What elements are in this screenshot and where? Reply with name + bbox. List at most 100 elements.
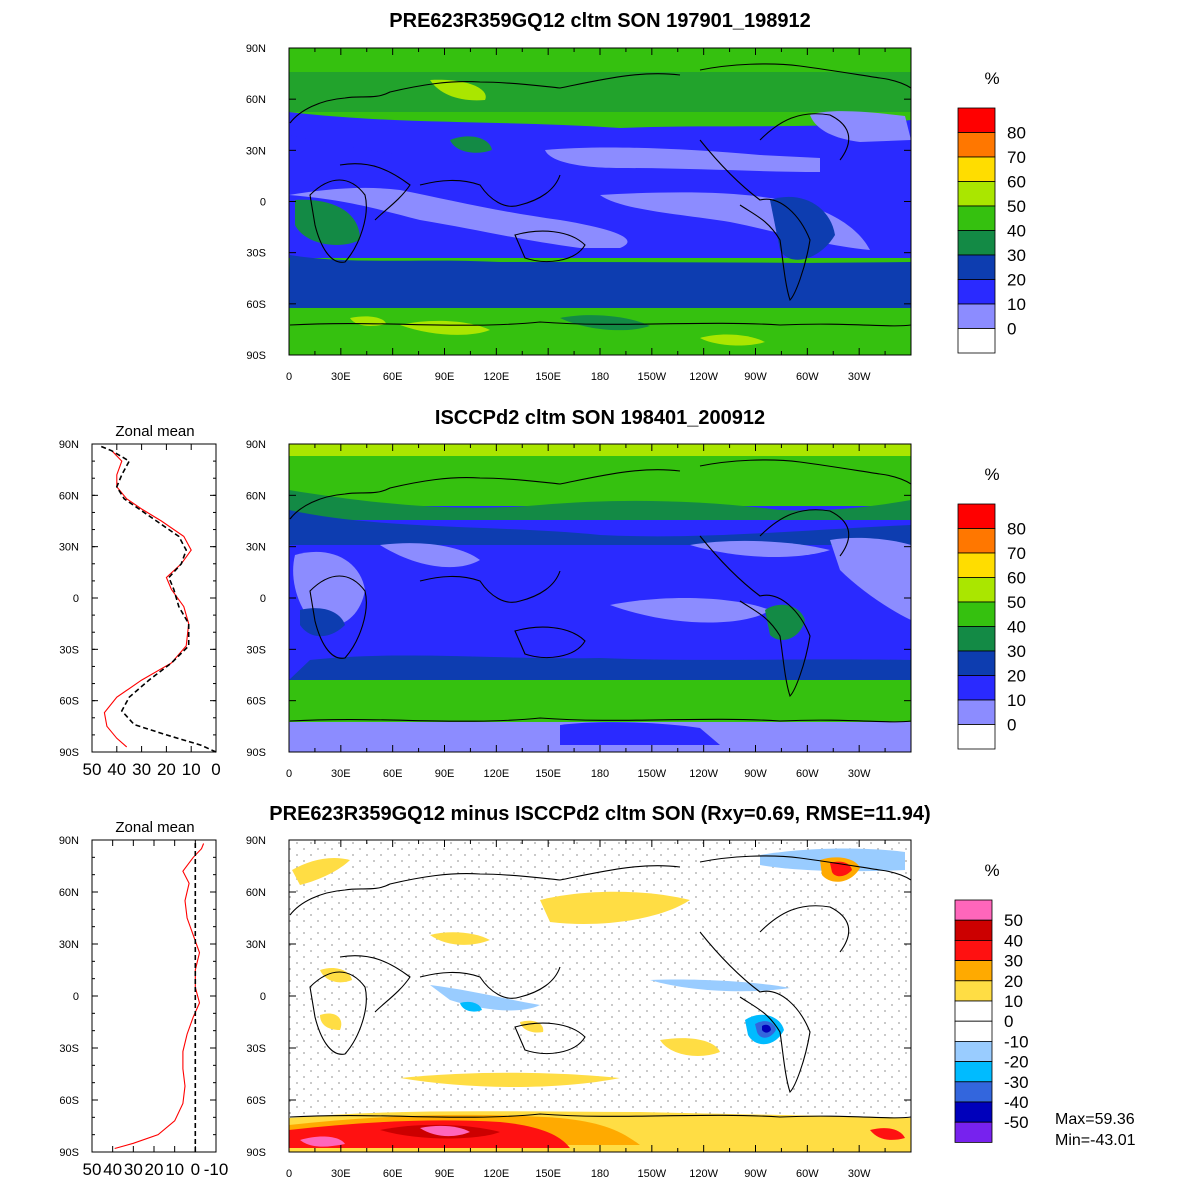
colorbar-swatch	[957, 650, 996, 676]
zonal-line-model	[114, 843, 205, 1150]
lon-tick-label: 150E	[535, 1168, 561, 1180]
zonal-lat-label: 90S	[59, 747, 79, 759]
colorbar-swatch	[957, 724, 996, 750]
colorbar-label: 60	[1007, 569, 1026, 588]
lat-tick-label: 30S	[246, 644, 266, 656]
zonal-lat-label: 30N	[59, 939, 79, 951]
colorbar-label: 30	[1007, 246, 1026, 265]
colorbar-label: 40	[1007, 222, 1026, 241]
colorbar-swatch	[954, 1041, 993, 1063]
colorbar-swatch	[957, 254, 996, 280]
lon-tick-label: 90E	[435, 371, 455, 383]
lon-tick-label: 0	[286, 1168, 292, 1180]
zonal-lat-label: 30S	[59, 644, 79, 656]
colorbar-label: 80	[1007, 520, 1026, 539]
zonal-lat-label: 0	[73, 991, 79, 1003]
lat-tick-label: 0	[260, 197, 266, 209]
lat-tick-label: 30S	[246, 248, 266, 260]
colorbar-swatch	[954, 1081, 993, 1103]
colorbar-swatch	[957, 230, 996, 256]
panel3-coastlines	[289, 855, 911, 1119]
panel3-map	[289, 840, 911, 1152]
panel1-axes: 0 30E 60E 90E 120E 150E 180 150W 120W 90W 60W 30W 90…	[246, 43, 911, 383]
lon-tick-label: 90W	[744, 1168, 767, 1180]
lat-tick-label: 30N	[246, 542, 266, 554]
max-label: Max=59.36	[1055, 1111, 1135, 1128]
lat-tick-label: 90N	[246, 43, 266, 55]
panel3-axes: 0 30E 60E 90E 120E 150E 180 150W 120W 90W 60W 30W 90…	[246, 835, 911, 1180]
lon-tick-label: 60E	[383, 768, 403, 780]
lon-tick-label: 150W	[637, 371, 666, 383]
lon-tick-label: 30W	[848, 1168, 871, 1180]
lon-tick-label: 30W	[848, 768, 871, 780]
colorbar-swatch	[957, 279, 996, 305]
zonal1-axes: 90N 60N 30N 0 30S 60S 90S 50 40 30 20 10 0	[59, 439, 221, 779]
colorbar-label: 0	[1007, 320, 1016, 339]
colorbar-swatch	[957, 577, 996, 603]
colorbar-swatch	[957, 552, 996, 578]
colorbar-label: -40	[1004, 1093, 1029, 1112]
colorbar-swatch	[954, 1121, 993, 1143]
colorbar-swatch	[957, 503, 996, 529]
lat-tick-label: 60S	[246, 299, 266, 311]
lat-tick-label: 90N	[246, 835, 266, 847]
lon-tick-label: 120W	[689, 371, 718, 383]
zonal-x-label: 30	[132, 760, 151, 779]
colorbar-label: 40	[1007, 618, 1026, 637]
lat-tick-label: 60N	[246, 887, 266, 899]
lat-tick-label: 0	[260, 593, 266, 605]
lat-tick-label: 60S	[246, 696, 266, 708]
zonal1-title: Zonal mean	[115, 423, 194, 440]
colorbar-label: 20	[1004, 972, 1023, 991]
zonal-lat-label: 60S	[59, 1095, 79, 1107]
colorbar-swatch	[957, 107, 996, 133]
colorbar-swatch	[957, 303, 996, 329]
panel2-axes: 0 30E 60E 90E 120E 150E 180 150W 120W 90W 60W 30W 90…	[246, 439, 911, 780]
zonal-lat-label: 60N	[59, 490, 79, 502]
zonal-x-label: 20	[157, 760, 176, 779]
zonal-lat-label: 30N	[59, 542, 79, 554]
zonal-x-label: 40	[103, 1160, 122, 1179]
lat-tick-label: 90S	[246, 350, 266, 362]
lon-tick-label: 30E	[331, 768, 351, 780]
colorbar-swatch	[954, 1000, 993, 1022]
zonal-x-label: 50	[83, 1160, 102, 1179]
colorbar-swatch	[954, 1061, 993, 1083]
panel1-coastlines	[289, 63, 911, 327]
colorbar-swatch	[957, 675, 996, 701]
lon-tick-label: 0	[286, 371, 292, 383]
zonal-lat-label: 90N	[59, 835, 79, 847]
colorbar-label: 0	[1007, 716, 1016, 735]
zonal-lat-label: 60N	[59, 887, 79, 899]
lon-tick-label: 150E	[535, 371, 561, 383]
panel2-map	[289, 444, 911, 752]
colorbar-swatch	[957, 699, 996, 725]
colorbar-swatch	[954, 899, 993, 921]
zonal-lat-label: 30S	[59, 1043, 79, 1055]
lon-tick-label: 0	[286, 768, 292, 780]
colorbar-swatch	[957, 328, 996, 354]
zonal-line-obs	[99, 444, 217, 753]
lon-tick-label: 60W	[796, 1168, 819, 1180]
lon-tick-label: 90W	[744, 371, 767, 383]
lon-tick-label: 150W	[637, 768, 666, 780]
colorbar-swatch	[954, 980, 993, 1002]
lon-tick-label: 30W	[848, 371, 871, 383]
lon-tick-label: 90E	[435, 1168, 455, 1180]
lat-tick-label: 90N	[246, 439, 266, 451]
lon-tick-label: 120E	[483, 768, 509, 780]
panel1-title: PRE623R359GQ12 cltm SON 197901_198912	[389, 10, 810, 32]
colorbar-label: 50	[1007, 197, 1026, 216]
lon-tick-label: 180	[591, 1168, 609, 1180]
colorbar-label: 10	[1004, 992, 1023, 1011]
colorbar-label: 40	[1004, 931, 1023, 950]
colorbar-label: 0	[1004, 1012, 1013, 1031]
zonal1-lines	[99, 444, 217, 753]
lon-tick-label: 120E	[483, 1168, 509, 1180]
colorbar-label: 60	[1007, 173, 1026, 192]
zonal-x-label: 50	[83, 760, 102, 779]
colorbar-swatch	[954, 919, 993, 941]
zonal-lat-label: 90S	[59, 1147, 79, 1159]
panel2-colorbar: 80 70 60 50 40 30 20 10 0	[957, 503, 1026, 750]
